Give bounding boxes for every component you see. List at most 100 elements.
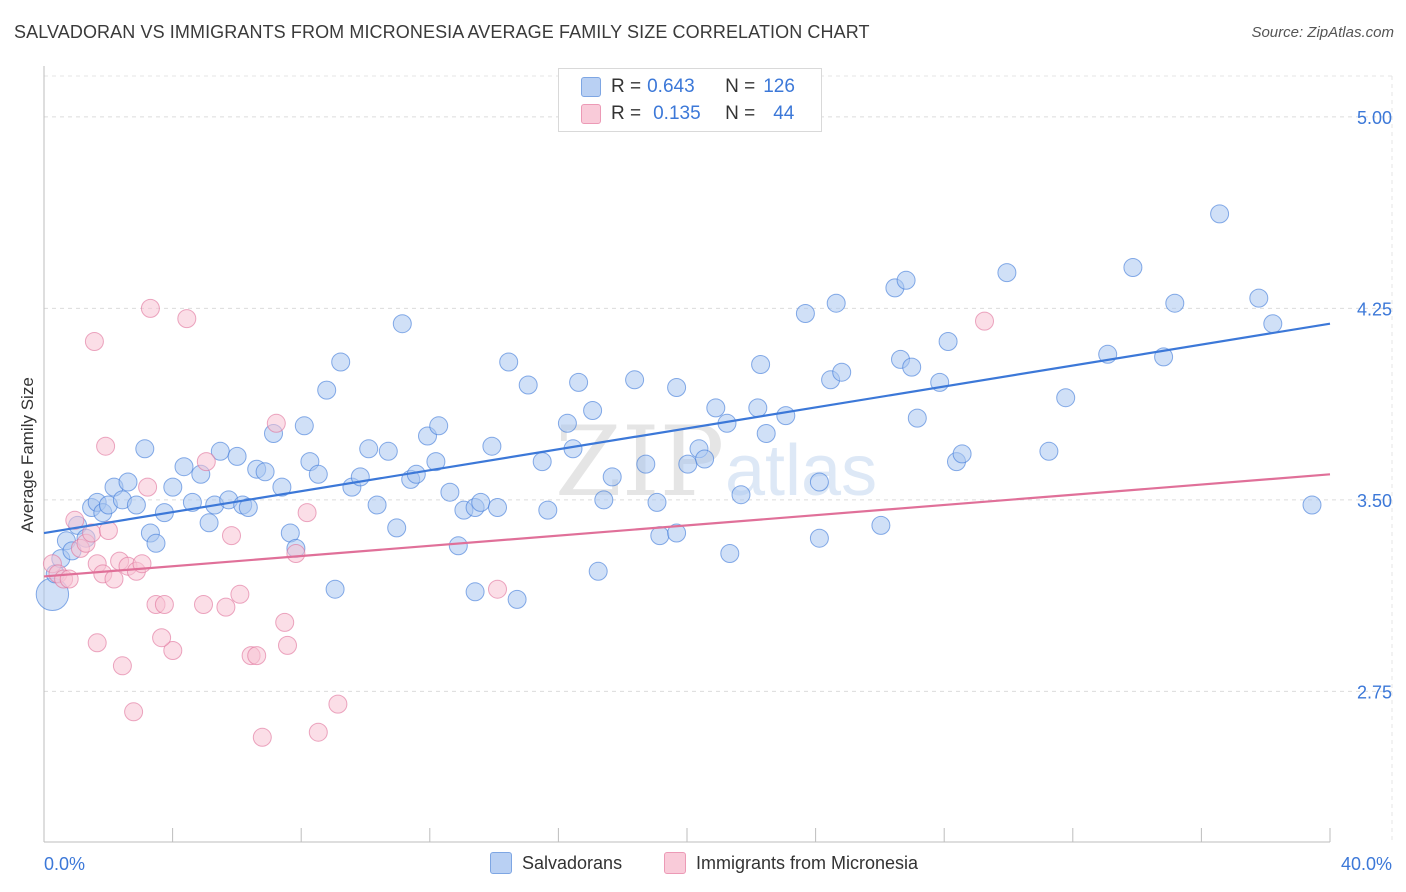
data-point xyxy=(471,492,491,512)
y-tick-label: 2.75 xyxy=(1357,682,1392,702)
legend-item-micronesia[interactable]: Immigrants from Micronesia xyxy=(664,852,918,874)
data-point xyxy=(255,462,275,482)
data-point xyxy=(429,416,449,436)
stats-n-label: N = xyxy=(725,76,756,97)
data-point xyxy=(809,472,829,492)
data-point xyxy=(952,444,972,464)
data-point xyxy=(975,311,994,331)
stats-swatch-micronesia xyxy=(581,104,601,124)
data-point xyxy=(440,482,460,502)
data-point xyxy=(96,436,116,456)
stats-r-label: R = xyxy=(611,76,642,97)
data-point xyxy=(569,372,589,392)
data-point xyxy=(538,500,558,520)
data-point xyxy=(174,457,194,477)
trend-line-micronesia xyxy=(43,473,1331,578)
data-point xyxy=(678,454,698,474)
data-point xyxy=(602,467,622,487)
x-tick-label-max: 40.0% xyxy=(1341,854,1392,874)
data-point xyxy=(1249,288,1269,308)
data-point xyxy=(392,314,412,334)
data-point xyxy=(65,510,85,530)
data-point xyxy=(594,490,614,510)
data-point xyxy=(275,612,295,632)
trend-line-salvadorans xyxy=(43,322,1331,535)
data-point xyxy=(667,523,687,543)
data-point xyxy=(294,416,314,436)
data-point xyxy=(997,263,1017,283)
data-point xyxy=(216,597,236,617)
data-point xyxy=(194,595,213,614)
data-point xyxy=(826,293,846,313)
stats-n-value: 126 xyxy=(763,76,795,97)
y-tick-label: 5.00 xyxy=(1357,108,1392,128)
data-point xyxy=(286,544,306,563)
y-tick-label: 4.25 xyxy=(1357,299,1392,319)
data-point xyxy=(266,413,286,433)
data-point xyxy=(809,528,829,548)
data-point xyxy=(426,452,446,472)
data-point xyxy=(138,477,158,497)
data-point xyxy=(297,503,317,523)
data-point xyxy=(325,579,345,599)
data-point xyxy=(367,495,387,515)
series-micronesia xyxy=(42,298,994,747)
data-point xyxy=(1210,204,1230,224)
data-point xyxy=(222,526,241,546)
data-point xyxy=(871,515,891,535)
legend-swatch-salvadorans xyxy=(490,852,512,874)
data-point xyxy=(832,362,852,382)
data-point xyxy=(331,352,351,372)
data-point xyxy=(465,582,485,602)
data-point xyxy=(583,401,603,420)
data-point xyxy=(647,492,667,512)
data-point xyxy=(278,635,297,655)
data-point xyxy=(667,378,687,397)
data-point xyxy=(252,727,272,747)
data-point xyxy=(1123,258,1143,277)
data-point xyxy=(230,584,250,604)
data-point xyxy=(636,454,656,474)
data-point xyxy=(199,513,219,533)
data-point xyxy=(938,332,958,351)
data-point xyxy=(124,702,144,722)
data-point xyxy=(104,569,124,589)
data-point xyxy=(247,646,267,666)
stats-row-micronesia: R = 0.135 N = 44 xyxy=(581,101,794,127)
data-point xyxy=(907,408,927,428)
stats-r-value: 0.135 xyxy=(653,103,701,124)
legend-label-salvadorans: Salvadorans xyxy=(522,852,623,873)
stats-r-label: R = xyxy=(611,103,642,124)
data-point xyxy=(378,441,398,461)
stats-swatch-salvadorans xyxy=(581,77,601,97)
data-point xyxy=(135,439,155,459)
data-point xyxy=(776,406,796,426)
data-point xyxy=(1263,314,1283,334)
data-point xyxy=(308,464,328,484)
data-point xyxy=(650,526,670,546)
data-point xyxy=(328,694,348,714)
data-point xyxy=(488,579,507,599)
data-point xyxy=(795,304,815,323)
data-point xyxy=(488,498,507,517)
data-point xyxy=(126,495,146,515)
legend-swatch-micronesia xyxy=(664,852,686,874)
series-salvadorans xyxy=(35,204,1322,611)
data-point xyxy=(238,498,258,517)
chart-title: SALVADORAN VS IMMIGRANTS FROM MICRONESIA… xyxy=(14,22,870,42)
data-point xyxy=(756,424,776,443)
data-point xyxy=(272,477,292,497)
legend-item-salvadorans[interactable]: Salvadorans xyxy=(490,852,622,874)
data-point xyxy=(227,446,247,466)
data-point xyxy=(359,439,379,459)
legend-label-micronesia: Immigrants from Micronesia xyxy=(696,852,919,873)
data-point xyxy=(1039,441,1059,461)
watermark-atlas: atlas xyxy=(725,431,877,511)
stats-row-salvadorans: R = 0.643 N = 126 xyxy=(581,74,795,100)
data-point xyxy=(896,270,916,290)
data-point xyxy=(87,633,107,653)
data-point xyxy=(1056,388,1076,408)
data-point xyxy=(557,413,577,433)
stats-box: R = 0.643 N = 126 R = 0.135 N = 44 xyxy=(558,68,822,132)
data-point xyxy=(387,518,407,538)
